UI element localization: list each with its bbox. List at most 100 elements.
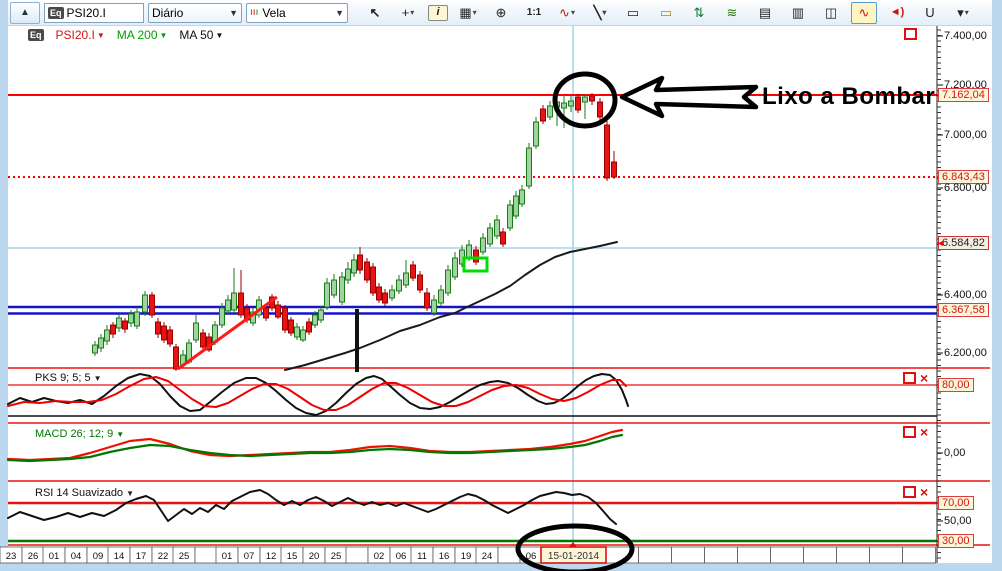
svg-text:16: 16 <box>439 551 450 562</box>
auto-fit-icon[interactable]: ⇅ <box>693 5 705 20</box>
one-to-one-icon[interactable]: 1:1 <box>526 7 542 18</box>
axis-price-label: 6.400,00 <box>944 289 987 301</box>
close-panel-icon[interactable]: × <box>920 484 929 500</box>
equity-icon: Eq <box>28 29 44 41</box>
rsi-window-buttons: × <box>903 484 929 500</box>
legend-ma200-dropdown[interactable]: MA 200 ▼ <box>116 28 168 42</box>
chevron-down-icon: ▼ <box>93 373 102 383</box>
svg-text:06: 06 <box>526 551 537 562</box>
main-chart-window-buttons <box>904 28 917 40</box>
restore-window-icon[interactable] <box>904 28 917 40</box>
chevron-down-icon: ▼ <box>229 7 238 18</box>
legend-ma50-dropdown[interactable]: MA 50 ▼ <box>179 28 224 42</box>
alerts-icon[interactable]: ◄) <box>889 6 905 18</box>
svg-text:15: 15 <box>287 551 298 562</box>
equity-icon: Eq <box>48 6 64 19</box>
close-panel-icon[interactable]: × <box>920 424 929 440</box>
delete-drawings-icon[interactable]: ▭ <box>659 5 673 20</box>
svg-text:19: 19 <box>461 551 472 562</box>
svg-text:26: 26 <box>28 551 39 562</box>
chevron-down-icon: ▼ <box>126 488 134 498</box>
price-level-label: 6.367,58 <box>938 303 989 317</box>
chevron-down-icon: ▾ <box>570 8 575 17</box>
close-panel-icon[interactable]: × <box>920 370 929 386</box>
axis-price-label: 7.400,00 <box>944 30 987 42</box>
candlestick-icon: ııı <box>250 7 259 18</box>
more-icon[interactable]: ▾ ▾ <box>957 5 969 20</box>
price-level-label: 6.584,82 <box>938 236 989 250</box>
chevron-down-icon: ▾ <box>410 8 415 17</box>
price-level-label: 6.843,43 <box>938 170 989 184</box>
line-tool-icon[interactable]: ╲ ▾ <box>593 5 607 20</box>
pks-window-buttons: × <box>903 370 929 386</box>
svg-text:09: 09 <box>93 551 104 562</box>
zoom-icon[interactable]: ⊕ <box>495 5 507 20</box>
chart-image-icon[interactable]: ◫ <box>824 5 838 20</box>
chart-toolbar: ▲ Eq PSI20.I Diário ▼ ııı Vela ▼ ↖ + ▾ i ▦ ▾ ⊕… <box>8 0 992 26</box>
info-icon[interactable]: i <box>428 4 448 21</box>
svg-text:01: 01 <box>222 551 233 562</box>
axis-price-label: 0,00 <box>944 447 966 459</box>
price-level-label: 70,00 <box>938 496 974 510</box>
svg-text:07: 07 <box>244 551 255 562</box>
legend-symbol-dropdown[interactable]: PSI20.I ▼ <box>55 28 105 42</box>
charttype-value: Vela <box>262 5 286 20</box>
collapse-panel-button[interactable]: ▲ <box>10 1 40 24</box>
symbol-input[interactable]: Eq PSI20.I <box>44 2 144 23</box>
chevron-down-icon: ▼ <box>96 30 105 40</box>
chevron-down-icon: ▼ <box>335 7 344 18</box>
macd-window-buttons: × <box>903 424 929 440</box>
svg-text:22: 22 <box>158 551 169 562</box>
svg-text:11: 11 <box>417 551 427 562</box>
chart-legend: Eq PSI20.I ▼ MA 200 ▼ MA 50 ▼ <box>28 28 223 42</box>
hand-annotation-text: Lixo a Bombar <box>762 83 936 110</box>
svg-text:15-01-2014: 15-01-2014 <box>548 551 600 562</box>
svg-text:24: 24 <box>482 551 493 562</box>
indicator-wave-icon[interactable]: ∿ ▾ <box>559 5 575 20</box>
crosshair-icon[interactable]: + ▾ <box>401 5 415 20</box>
axis-price-label: 6.800,00 <box>944 182 987 194</box>
axis-price-label: 50,00 <box>944 515 972 527</box>
chevron-down-icon: ▼ <box>215 30 224 40</box>
chevron-down-icon: ▼ <box>116 429 125 439</box>
chevron-down-icon: ▾ <box>964 8 969 17</box>
copy-chart-icon[interactable]: ▥ <box>791 5 805 20</box>
svg-text:02: 02 <box>374 551 385 562</box>
eraser-icon[interactable]: ▭ <box>626 5 640 20</box>
paste-chart-icon[interactable]: ▤ <box>758 5 772 20</box>
svg-text:25: 25 <box>179 551 190 562</box>
price-level-label: 80,00 <box>938 378 974 392</box>
restore-window-icon[interactable] <box>903 426 916 438</box>
svg-text:06: 06 <box>396 551 407 562</box>
grid-off-icon[interactable]: ▦ ▾ <box>459 5 477 20</box>
svg-text:01: 01 <box>49 551 60 562</box>
pks-panel-label[interactable]: PKS 9; 5; 5 ▼ <box>35 372 102 384</box>
svg-text:23: 23 <box>6 551 17 562</box>
axis-price-label: 6.200,00 <box>944 347 987 359</box>
chevron-down-icon: ▾ <box>472 8 477 17</box>
restore-window-icon[interactable] <box>903 372 916 384</box>
window-right-edge <box>992 0 1002 571</box>
charttype-select[interactable]: ııı Vela ▼ <box>246 2 348 23</box>
window-left-edge <box>0 0 8 571</box>
restore-window-icon[interactable] <box>903 486 916 498</box>
svg-text:25: 25 <box>331 551 342 562</box>
collapse-arrow-icon: ▲ <box>20 7 30 18</box>
svg-text:04: 04 <box>71 551 82 562</box>
svg-text:14: 14 <box>114 551 125 562</box>
macd-panel-label[interactable]: MACD 26; 12; 9 ▼ <box>35 428 125 440</box>
svg-text:12: 12 <box>266 551 277 562</box>
color-settings-icon[interactable]: ≋ <box>726 5 738 20</box>
chevron-down-icon: ▼ <box>159 30 168 40</box>
magnet-icon[interactable]: U <box>925 5 935 20</box>
timeframe-select[interactable]: Diário ▼ <box>148 2 242 23</box>
symbol-value: PSI20.I <box>66 5 106 20</box>
svg-text:20: 20 <box>309 551 320 562</box>
indicator-highlight-icon[interactable]: ∿ <box>851 1 877 24</box>
price-level-label: 30,00 <box>938 534 974 548</box>
timeframe-value: Diário <box>152 5 184 20</box>
rsi-panel-label[interactable]: RSI 14 Suavizado ▼ <box>35 487 134 499</box>
pointer-icon[interactable]: ↖ <box>369 5 381 20</box>
